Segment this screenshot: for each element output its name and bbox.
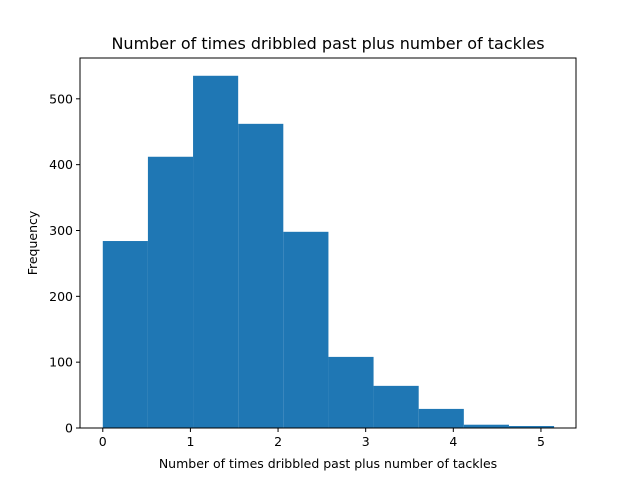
histogram-bar-0 bbox=[102, 241, 148, 428]
x-tick-label: 3 bbox=[362, 434, 370, 449]
x-tick-label: 0 bbox=[99, 434, 107, 449]
y-axis-ticks: 0 100 200 300 400 500 bbox=[49, 91, 80, 436]
histogram-bar-1 bbox=[147, 156, 194, 428]
histogram-bar-3 bbox=[238, 123, 284, 428]
bars-group bbox=[102, 75, 555, 428]
plot-frame bbox=[79, 57, 577, 429]
y-tick-label: 300 bbox=[49, 223, 73, 238]
y-tick-label: 0 bbox=[65, 421, 73, 436]
y-tick-label: 400 bbox=[49, 157, 73, 172]
y-tick-label: 200 bbox=[49, 289, 73, 304]
x-axis-label: Number of times dribbled past plus numbe… bbox=[159, 456, 497, 471]
x-tick-label: 2 bbox=[274, 434, 282, 449]
histogram-bar-8 bbox=[463, 424, 509, 428]
histogram-bar-7 bbox=[418, 408, 464, 428]
histogram-bar-9 bbox=[508, 426, 555, 428]
x-axis-ticks: 0 1 2 3 4 5 bbox=[99, 428, 545, 449]
chart-title: Number of times dribbled past plus numbe… bbox=[111, 34, 544, 53]
x-tick-label: 5 bbox=[537, 434, 545, 449]
x-tick-label: 1 bbox=[186, 434, 194, 449]
histogram-bar-4 bbox=[283, 231, 329, 428]
y-tick-label: 500 bbox=[49, 91, 73, 106]
y-tick-label: 100 bbox=[49, 355, 73, 370]
histogram-bar-2 bbox=[193, 75, 239, 428]
x-tick-label: 4 bbox=[449, 434, 457, 449]
histogram-bar-5 bbox=[328, 356, 374, 428]
histogram-bar-6 bbox=[373, 385, 419, 428]
y-axis-label: Frequency bbox=[25, 210, 40, 275]
